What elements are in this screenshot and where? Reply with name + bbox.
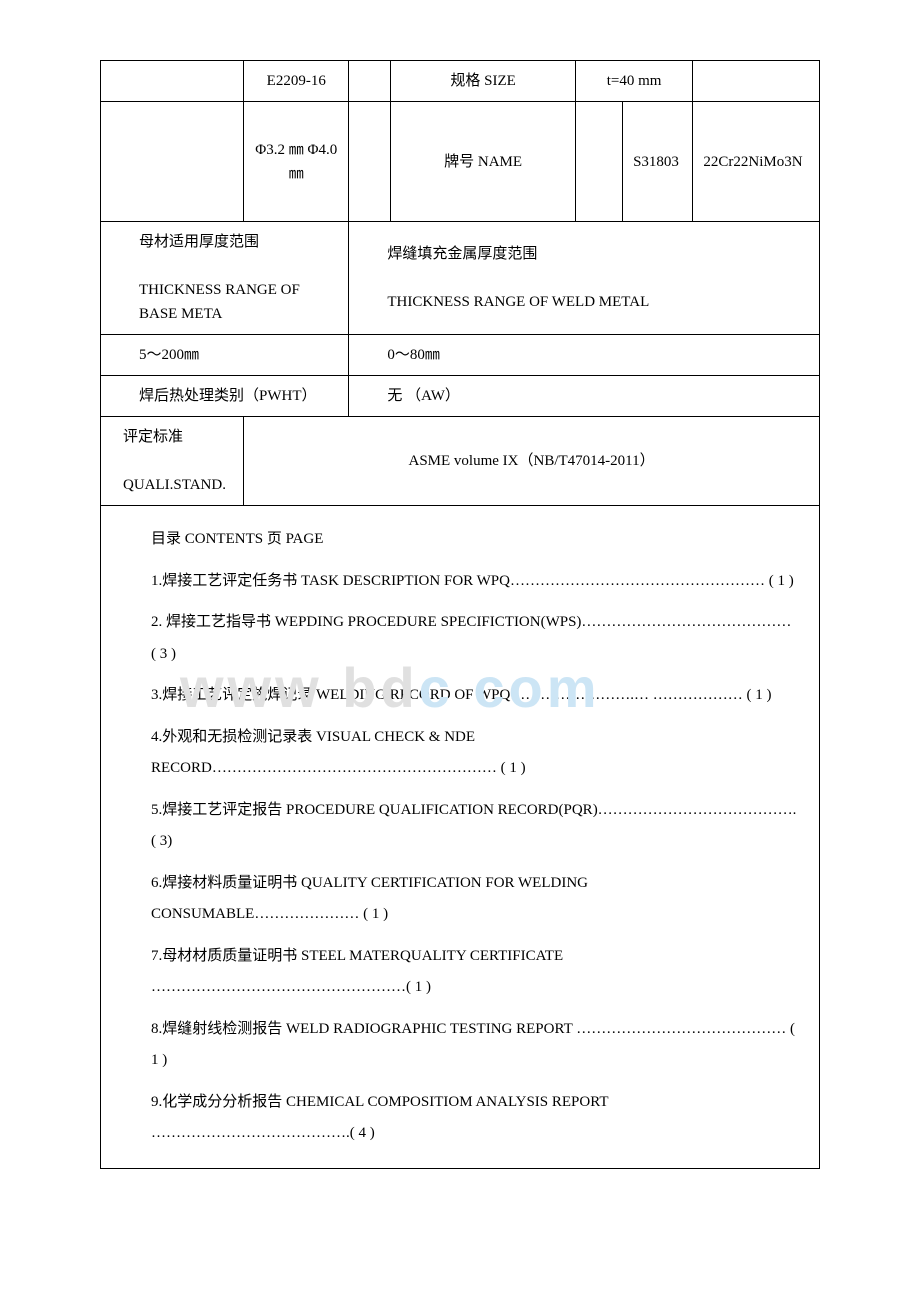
table-row: 母材适用厚度范围 THICKNESS RANGE OF BASE META 焊缝… — [101, 222, 820, 335]
contents-item: 9.化学成分分析报告 CHEMICAL COMPOSITIOM ANALYSIS… — [123, 1087, 797, 1150]
thickness-base-en: THICKNESS RANGE OF BASE META — [139, 282, 300, 322]
document-table: E2209-16 规格 SIZE t=40 mm Φ3.2 ㎜ Φ4.0 ㎜ 牌… — [100, 60, 820, 1169]
cell-material: 22Cr22NiMo3N — [693, 102, 820, 222]
cell-empty — [575, 102, 622, 222]
cell-grade: S31803 — [623, 102, 693, 222]
cell-thickness-base-value: 5～200㎜ — [101, 335, 349, 376]
contents-item: 1.焊接工艺评定任务书 TASK DESCRIPTION FOR WPQ…………… — [123, 566, 797, 598]
cell-pwht-value: 无 （AW） — [349, 376, 820, 417]
cell-thickness-base-label: 母材适用厚度范围 THICKNESS RANGE OF BASE META — [101, 222, 349, 335]
contents-item: 7.母材材质质量证明书 STEEL MATERQUALITY CERTIFICA… — [123, 941, 797, 1004]
pwht-label: 焊后热处理类别（PWHT） — [139, 388, 317, 404]
contents-item: 3.焊接工艺评定施焊记录 WELDING RECORD OF WPQ………………… — [123, 680, 797, 712]
thickness-weld-en: THICKNESS RANGE OF WELD METAL — [387, 294, 649, 310]
table-row: 5～200㎜ 0～80㎜ — [101, 335, 820, 376]
cell-contents: 目录 CONTENTS 页 PAGE 1.焊接工艺评定任务书 TASK DESC… — [101, 506, 820, 1169]
cell-empty — [101, 102, 244, 222]
thickness-weld-value: 0～80㎜ — [387, 347, 440, 363]
cell-size-label: 规格 SIZE — [391, 61, 575, 102]
cell-size-value: t=40 mm — [575, 61, 693, 102]
contents-item: 4.外观和无损检测记录表 VISUAL CHECK & NDE RECORD……… — [123, 722, 797, 785]
cell-name-label: 牌号 NAME — [391, 102, 575, 222]
table-row: E2209-16 规格 SIZE t=40 mm — [101, 61, 820, 102]
contents-header: 目录 CONTENTS 页 PAGE — [123, 524, 797, 556]
cell-pwht-label: 焊后热处理类别（PWHT） — [101, 376, 349, 417]
cell-empty — [349, 61, 391, 102]
thickness-weld-zh: 焊缝填充金属厚度范围 — [387, 246, 537, 262]
table-row: 评定标准 QUALI.STAND. ASME volume IX（NB/T470… — [101, 417, 820, 506]
cell-thickness-weld-value: 0～80㎜ — [349, 335, 820, 376]
contents-item: 6.焊接材料质量证明书 QUALITY CERTIFICATION FOR WE… — [123, 868, 797, 931]
standard-zh: 评定标准 — [123, 429, 183, 445]
standard-en: QUALI.STAND. — [123, 477, 226, 493]
thickness-base-zh: 母材适用厚度范围 — [139, 234, 259, 250]
cell-empty — [349, 102, 391, 222]
contents-item: 5.焊接工艺评定报告 PROCEDURE QUALIFICATION RECOR… — [123, 795, 797, 858]
cell-standard-label: 评定标准 QUALI.STAND. — [101, 417, 244, 506]
cell-standard-value: ASME volume IX（NB/T47014-2011） — [244, 417, 820, 506]
table-row: 目录 CONTENTS 页 PAGE 1.焊接工艺评定任务书 TASK DESC… — [101, 506, 820, 1169]
cell-diameter: Φ3.2 ㎜ Φ4.0 ㎜ — [244, 102, 349, 222]
contents-item: 8.焊缝射线检测报告 WELD RADIOGRAPHIC TESTING REP… — [123, 1014, 797, 1077]
cell-thickness-weld-label: 焊缝填充金属厚度范围 THICKNESS RANGE OF WELD METAL — [349, 222, 820, 335]
table-row: 焊后热处理类别（PWHT） 无 （AW） — [101, 376, 820, 417]
thickness-base-value: 5～200㎜ — [139, 347, 199, 363]
cell-e2209: E2209-16 — [244, 61, 349, 102]
contents-item: 2. 焊接工艺指导书 WEPDING PROCEDURE SPECIFICTIO… — [123, 607, 797, 670]
cell-empty — [101, 61, 244, 102]
table-row: Φ3.2 ㎜ Φ4.0 ㎜ 牌号 NAME S31803 22Cr22NiMo3… — [101, 102, 820, 222]
cell-empty — [693, 61, 820, 102]
pwht-value: 无 （AW） — [387, 388, 460, 404]
